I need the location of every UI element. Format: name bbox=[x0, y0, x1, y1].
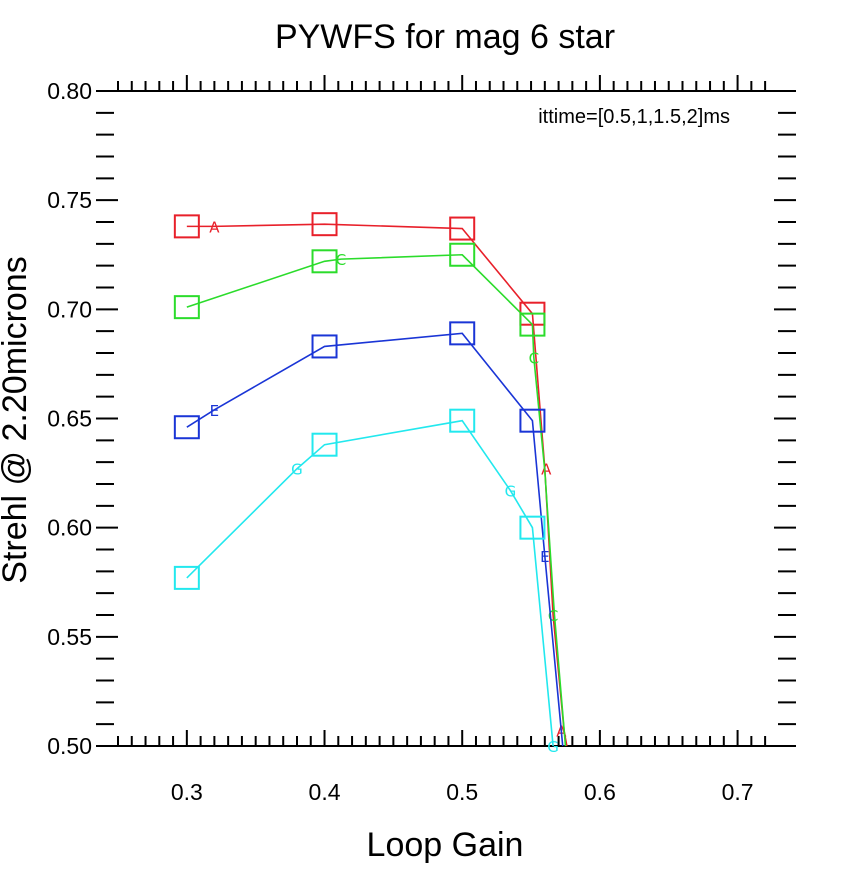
x-tick-label: 0.3 bbox=[171, 779, 203, 805]
square-marker bbox=[519, 515, 546, 540]
square-marker bbox=[173, 295, 200, 320]
letter-marker: E bbox=[540, 548, 549, 566]
series-3: G G G bbox=[173, 408, 559, 756]
letter-marker: G bbox=[547, 738, 559, 756]
ittime-annotation: ittime=[0.5,1,1.5,2]ms bbox=[538, 106, 730, 128]
y-tick-label: 0.50 bbox=[47, 733, 92, 759]
square-marker bbox=[173, 415, 200, 440]
letter-marker: C bbox=[529, 349, 539, 367]
square-marker bbox=[519, 408, 546, 433]
series-2: EE bbox=[173, 321, 564, 747]
square-marker bbox=[449, 321, 476, 346]
square-marker bbox=[311, 334, 338, 359]
series-0: AAA bbox=[173, 212, 568, 747]
square-marker bbox=[519, 312, 546, 337]
y-tick-label: 0.65 bbox=[47, 406, 92, 432]
series-line bbox=[186, 332, 564, 747]
series-line bbox=[186, 419, 554, 747]
x-tick-label: 0.7 bbox=[722, 779, 754, 805]
x-tick-label: 0.6 bbox=[584, 779, 616, 805]
y-tick-label: 0.55 bbox=[47, 624, 92, 650]
y-tick-label: 0.70 bbox=[47, 296, 92, 322]
letter-marker: G bbox=[505, 483, 517, 501]
square-marker bbox=[449, 408, 476, 433]
series-1: C C C bbox=[173, 242, 567, 747]
y-axis-label: Strehl @ 2.20microns bbox=[0, 256, 34, 583]
series-line bbox=[186, 253, 567, 747]
y-tick-label: 0.80 bbox=[47, 78, 92, 104]
square-marker bbox=[311, 249, 338, 274]
square-marker bbox=[311, 432, 338, 457]
letter-marker: C bbox=[336, 251, 346, 269]
square-marker bbox=[173, 565, 200, 590]
square-marker bbox=[449, 216, 476, 241]
x-tick-label: 0.4 bbox=[309, 779, 341, 805]
axes: 0.3 0.4 0.5 0.6 0.7 0.50 0.55 0.60 0.65 0.70 0.75 0… bbox=[47, 75, 796, 805]
chart-title: PYWFS for mag 6 star bbox=[275, 18, 615, 56]
square-marker bbox=[449, 242, 476, 267]
square-marker bbox=[173, 214, 200, 239]
letter-marker: G bbox=[291, 461, 303, 479]
square-marker bbox=[311, 212, 338, 237]
letter-marker: A bbox=[209, 218, 220, 236]
y-tick-label: 0.75 bbox=[47, 187, 92, 213]
x-axis-label: Loop Gain bbox=[367, 826, 524, 864]
letter-marker: A bbox=[541, 461, 552, 479]
x-tick-label: 0.5 bbox=[446, 779, 478, 805]
letter-marker: E bbox=[210, 402, 219, 420]
letter-marker: C bbox=[548, 607, 558, 625]
y-tick-label: 0.60 bbox=[47, 515, 92, 541]
